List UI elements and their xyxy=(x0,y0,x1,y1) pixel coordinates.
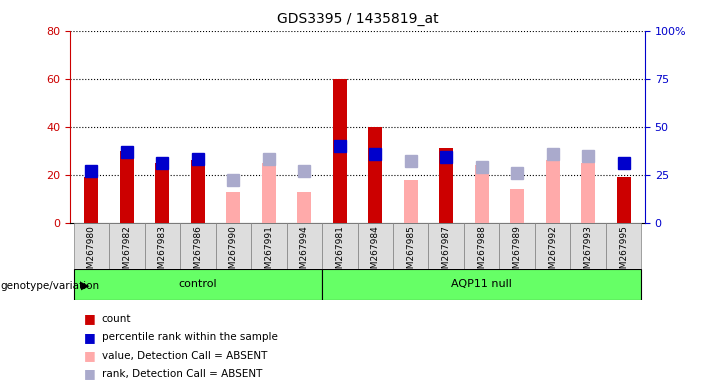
Text: GSM267995: GSM267995 xyxy=(619,225,628,280)
Bar xyxy=(251,223,287,269)
Bar xyxy=(368,127,382,223)
Text: control: control xyxy=(179,279,217,289)
Bar xyxy=(84,177,98,223)
Text: GSM267993: GSM267993 xyxy=(584,225,592,280)
Bar xyxy=(606,223,641,269)
Text: ■: ■ xyxy=(84,367,96,381)
Text: GSM267987: GSM267987 xyxy=(442,225,451,280)
Text: GSM267982: GSM267982 xyxy=(123,225,131,280)
Bar xyxy=(581,163,595,223)
Bar xyxy=(226,192,240,223)
Bar xyxy=(322,223,358,269)
Bar xyxy=(545,161,560,223)
Text: GSM267994: GSM267994 xyxy=(300,225,308,280)
Text: genotype/variation: genotype/variation xyxy=(0,281,99,291)
Text: ■: ■ xyxy=(84,312,96,325)
Bar xyxy=(475,165,489,223)
Bar xyxy=(499,223,535,269)
Bar xyxy=(439,148,454,223)
Bar xyxy=(297,192,311,223)
Text: ■: ■ xyxy=(84,331,96,344)
Bar xyxy=(74,269,322,300)
Bar xyxy=(74,223,109,269)
Bar xyxy=(191,161,205,223)
Text: ▶: ▶ xyxy=(81,281,89,291)
Text: GSM267981: GSM267981 xyxy=(335,225,344,280)
Text: GSM267988: GSM267988 xyxy=(477,225,486,280)
Bar xyxy=(216,223,251,269)
Bar xyxy=(333,79,347,223)
Bar xyxy=(144,223,180,269)
Bar xyxy=(464,223,499,269)
Text: AQP11 null: AQP11 null xyxy=(451,279,512,289)
Text: GSM267991: GSM267991 xyxy=(264,225,273,280)
Bar xyxy=(510,189,524,223)
Bar xyxy=(180,223,216,269)
Bar xyxy=(428,223,464,269)
Title: GDS3395 / 1435819_at: GDS3395 / 1435819_at xyxy=(277,12,438,25)
Bar xyxy=(261,163,276,223)
Text: ■: ■ xyxy=(84,349,96,362)
Bar xyxy=(571,223,606,269)
Bar xyxy=(358,223,393,269)
Text: GSM267990: GSM267990 xyxy=(229,225,238,280)
Text: GSM267986: GSM267986 xyxy=(193,225,203,280)
Text: percentile rank within the sample: percentile rank within the sample xyxy=(102,332,278,342)
Text: GSM267983: GSM267983 xyxy=(158,225,167,280)
Text: GSM267980: GSM267980 xyxy=(87,225,96,280)
Bar xyxy=(120,151,134,223)
Text: GSM267985: GSM267985 xyxy=(407,225,415,280)
Bar xyxy=(535,223,571,269)
Text: rank, Detection Call = ABSENT: rank, Detection Call = ABSENT xyxy=(102,369,262,379)
Bar xyxy=(155,163,170,223)
Text: value, Detection Call = ABSENT: value, Detection Call = ABSENT xyxy=(102,351,267,361)
Text: GSM267989: GSM267989 xyxy=(512,225,522,280)
Bar xyxy=(287,223,322,269)
Bar xyxy=(109,223,144,269)
Bar xyxy=(322,269,641,300)
Text: GSM267984: GSM267984 xyxy=(371,225,380,280)
Text: GSM267992: GSM267992 xyxy=(548,225,557,280)
Bar xyxy=(404,180,418,223)
Bar xyxy=(393,223,428,269)
Text: count: count xyxy=(102,314,131,324)
Bar xyxy=(617,177,631,223)
